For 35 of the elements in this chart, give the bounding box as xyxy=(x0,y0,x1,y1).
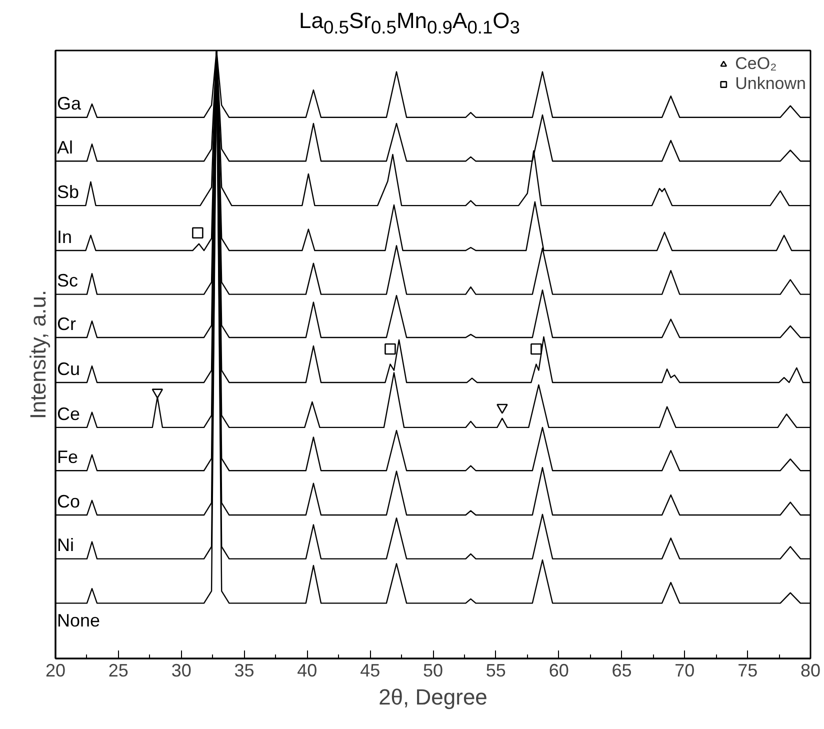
x-tick-label: 25 xyxy=(108,660,128,680)
series-label: Ni xyxy=(57,535,74,556)
series-label: Ga xyxy=(57,94,82,114)
x-tick-label: 50 xyxy=(422,660,444,680)
series-label: None xyxy=(57,610,100,630)
x-tick-label: 40 xyxy=(297,660,318,680)
x-axis-title: 2θ, Degree xyxy=(378,684,488,710)
x-tick-label: 80 xyxy=(800,660,821,680)
x-tick-label: 65 xyxy=(612,660,632,680)
point xyxy=(530,343,542,355)
series-label: Sc xyxy=(57,270,78,291)
x-tick-label: 30 xyxy=(171,660,192,680)
x-tick-label: 70 xyxy=(674,660,695,680)
point xyxy=(152,388,164,399)
point xyxy=(384,343,396,355)
series-label: Cu xyxy=(57,358,80,379)
series-label: Fe xyxy=(57,446,78,467)
x-tick-label: 45 xyxy=(360,660,380,680)
y-axis-title: Intensity, a.u. xyxy=(26,290,50,420)
x-tick-label: 60 xyxy=(548,660,569,680)
series-label: Co xyxy=(57,491,80,512)
series-label: Cr xyxy=(57,314,76,334)
legend-label: CeO₂ xyxy=(735,54,777,74)
x-tick-label: 35 xyxy=(234,660,254,680)
x-tick-label: 55 xyxy=(486,660,506,680)
x-tick-label: 75 xyxy=(738,660,758,680)
chart-title: La$_{0.5}$Sr$_{0.5}$Mn$_{0.9}$A$_{0.1}$O$_{3}$ xyxy=(299,8,520,38)
point xyxy=(496,404,508,414)
series-label: Al xyxy=(57,138,74,158)
series-label: Ce xyxy=(57,404,80,424)
series-label: In xyxy=(57,226,72,247)
legend-label: Unknown xyxy=(735,74,806,94)
series-label: Sb xyxy=(57,182,80,202)
x-tick-label: 20 xyxy=(45,660,66,680)
point xyxy=(192,227,204,239)
